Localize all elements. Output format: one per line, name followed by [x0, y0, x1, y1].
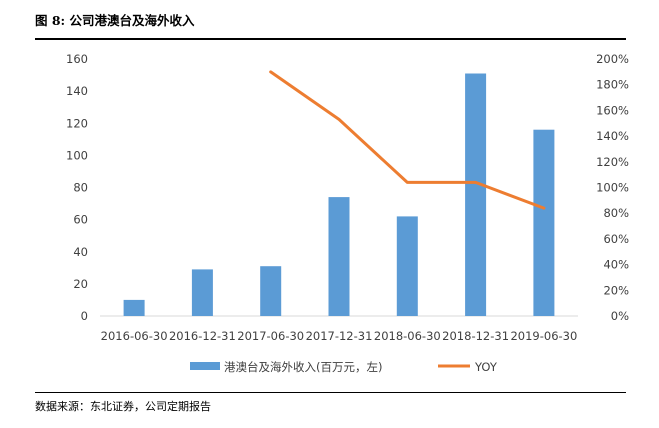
x-tick-label: 2018-06-30	[374, 329, 441, 343]
left-tick-label: 20	[73, 277, 88, 291]
bar	[123, 299, 145, 316]
left-tick-label: 40	[73, 245, 88, 259]
bar	[191, 269, 213, 316]
x-axis-ticks: 2016-06-30 2016-12-31 2017-06-30 2017-12-31…	[101, 329, 578, 343]
right-tick-label: 60%	[603, 232, 629, 246]
x-tick-label: 2018-12-31	[442, 329, 509, 343]
right-tick-label: 160%	[596, 103, 629, 117]
bar	[396, 216, 418, 316]
bar	[465, 73, 487, 316]
legend-bar-swatch	[190, 362, 220, 370]
left-tick-label: 80	[73, 181, 88, 195]
right-tick-label: 120%	[596, 155, 629, 169]
right-axis-ticks: 0% 20% 40% 60% 80% 100% 120% 140% 160% 180% 200%	[596, 52, 629, 323]
x-tick-label: 2017-12-31	[306, 329, 373, 343]
right-tick-label: 180%	[596, 78, 629, 92]
title-rule	[35, 38, 626, 40]
left-tick-label: 160	[66, 52, 88, 66]
legend-line-label: YOY	[474, 360, 498, 374]
right-tick-label: 20%	[603, 283, 629, 297]
x-tick-label: 2016-06-30	[101, 329, 168, 343]
source-note: 数据来源：东北证券，公司定期报告	[35, 400, 211, 413]
yoy-series	[269, 70, 546, 210]
left-tick-label: 100	[66, 148, 88, 162]
legend: 港澳台及海外收入(百万元，左) YOY	[190, 360, 498, 374]
figure-title: 图 8: 公司港澳台及海外收入	[35, 13, 195, 28]
x-tick-label: 2017-06-30	[237, 329, 304, 343]
right-tick-label: 100%	[596, 181, 629, 195]
x-tick-label: 2019-06-30	[510, 329, 577, 343]
left-tick-label: 0	[81, 309, 88, 323]
right-tick-label: 200%	[596, 52, 629, 66]
bar-series	[123, 73, 555, 316]
source-rule	[35, 392, 626, 393]
right-tick-label: 80%	[603, 206, 629, 220]
right-tick-label: 0%	[611, 309, 629, 323]
yoy-line	[269, 70, 546, 210]
bar	[328, 197, 350, 316]
left-tick-label: 60	[73, 213, 88, 227]
left-tick-label: 140	[66, 84, 88, 98]
x-tick-label: 2016-12-31	[169, 329, 236, 343]
left-tick-label: 120	[66, 116, 88, 130]
right-tick-label: 40%	[603, 258, 629, 272]
right-tick-label: 140%	[596, 129, 629, 143]
bar	[533, 129, 555, 316]
bar	[260, 266, 282, 316]
left-axis-ticks: 0 20 40 60 80 100 120 140 160	[66, 52, 88, 323]
legend-bar-label: 港澳台及海外收入(百万元，左)	[224, 360, 382, 374]
